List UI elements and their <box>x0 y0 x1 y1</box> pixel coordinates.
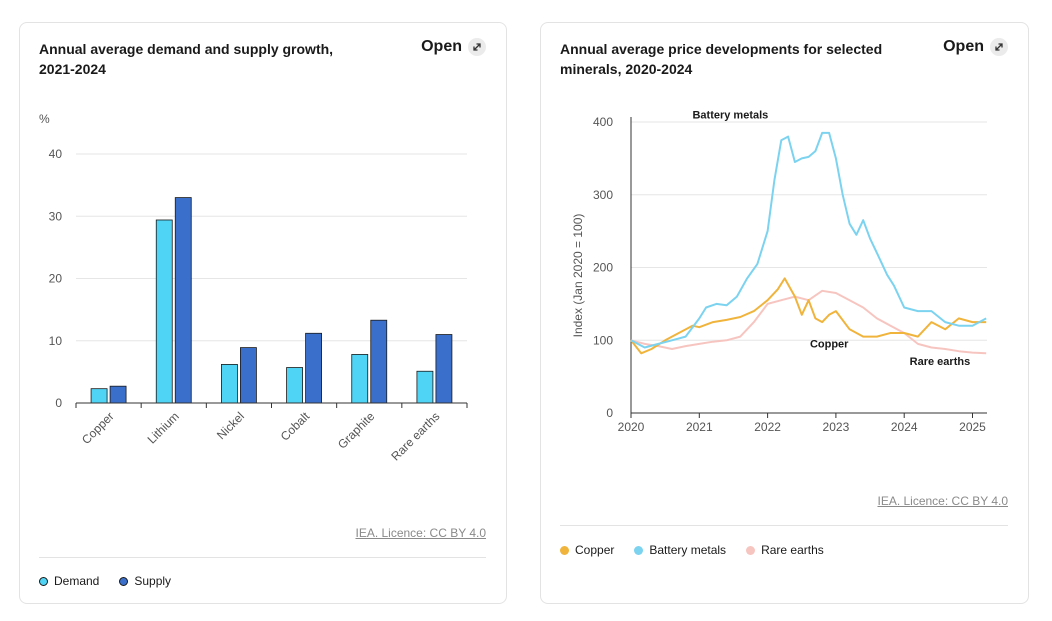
open-label: Open <box>421 38 462 55</box>
y-tick-label: 20 <box>49 272 63 286</box>
legend-label: Supply <box>134 574 172 588</box>
bar-demand <box>221 364 238 404</box>
legend-divider <box>39 557 486 558</box>
legend-label: Rare earths <box>761 543 824 557</box>
x-tick-label: Copper <box>79 409 117 447</box>
bar-supply <box>109 385 127 404</box>
y-tick-label: 400 <box>593 115 613 129</box>
x-tick-label: 2023 <box>823 420 850 434</box>
x-tick-label: 2024 <box>891 420 918 434</box>
licence-link[interactable]: IEA. Licence: CC BY 4.0 <box>355 526 486 540</box>
bar-supply <box>370 319 388 404</box>
series-line-copper <box>630 277 987 355</box>
y-tick-label: 40 <box>49 147 63 161</box>
legend-item-supply[interactable]: Supply <box>119 574 171 588</box>
y-tick-label: 300 <box>593 188 613 202</box>
bar-supply <box>435 334 453 404</box>
legend-item-rare-earths[interactable]: Rare earths <box>746 543 824 557</box>
legend: Copper Battery metals Rare earths <box>560 543 824 557</box>
open-button[interactable]: Open <box>943 38 1008 56</box>
y-tick-label: 0 <box>606 406 613 420</box>
x-tick-label: Cobalt <box>278 409 313 444</box>
x-tick-label: 2025 <box>959 420 986 434</box>
bar-demand <box>351 354 369 404</box>
legend-divider <box>560 525 1008 526</box>
legend-swatch-rare-earths <box>746 545 756 555</box>
x-tick-label: 2020 <box>618 420 645 434</box>
expand-icon <box>990 38 1008 56</box>
legend-item-battery-metals[interactable]: Battery metals <box>634 543 726 557</box>
bar-demand <box>155 219 173 404</box>
x-tick-label: 2021 <box>686 420 713 434</box>
x-tick-label: Graphite <box>335 409 378 452</box>
series-line-battery-metals <box>630 131 987 349</box>
open-label: Open <box>943 38 984 55</box>
series-label: Copper <box>810 339 849 351</box>
line-chart: 0 100 200 300 400 Index (Jan 2020 = 100) 2020 2… <box>571 109 987 434</box>
x-tick-label: 2022 <box>754 420 781 434</box>
series-label: Rare earths <box>910 356 971 368</box>
legend-label: Battery metals <box>649 543 727 557</box>
legend-swatch-battery-metals <box>634 545 644 555</box>
bar-supply <box>174 197 192 404</box>
open-button[interactable]: Open <box>421 38 486 56</box>
chart-card-demand-supply: Annual average demand and supply growth,… <box>19 22 507 604</box>
chart-title: Annual average price developments for se… <box>560 41 883 77</box>
legend-swatch-supply <box>119 576 129 586</box>
bar-chart: % 0 10 20 30 40 Copper Lithium Nickel Cobalt Graph… <box>39 112 468 463</box>
x-tick-label: Rare earths <box>388 409 442 463</box>
y-tick-label: 200 <box>593 261 613 275</box>
bar-supply <box>305 332 322 404</box>
y-tick-label: 30 <box>49 209 63 223</box>
bar-demand <box>286 367 303 404</box>
x-tick-label: Nickel <box>214 409 247 442</box>
expand-icon <box>468 38 486 56</box>
legend: Demand Supply <box>39 574 171 588</box>
y-axis-title: Index (Jan 2020 = 100) <box>571 214 585 338</box>
legend-item-demand[interactable]: Demand <box>39 574 99 588</box>
bar-demand <box>90 388 108 404</box>
legend-swatch-demand <box>39 576 48 586</box>
y-tick-label: 0 <box>55 396 62 410</box>
legend-swatch-copper <box>560 545 569 555</box>
chart-title: Annual average demand and supply growth,… <box>39 41 334 77</box>
x-tick-label: Lithium <box>145 409 182 446</box>
legend-label: Copper <box>575 543 615 557</box>
legend-label: Demand <box>54 574 100 588</box>
bar-demand <box>416 370 434 404</box>
chart-card-price-developments: Annual average price developments for se… <box>540 22 1029 604</box>
y-tick-label: 10 <box>49 334 63 348</box>
licence-link[interactable]: IEA. Licence: CC BY 4.0 <box>877 494 1008 508</box>
legend-item-copper[interactable]: Copper <box>560 543 614 557</box>
y-tick-label: 100 <box>593 333 613 347</box>
series-label: Battery metals <box>692 109 768 121</box>
bar-supply <box>240 347 257 404</box>
y-axis-unit-label: % <box>39 112 50 126</box>
